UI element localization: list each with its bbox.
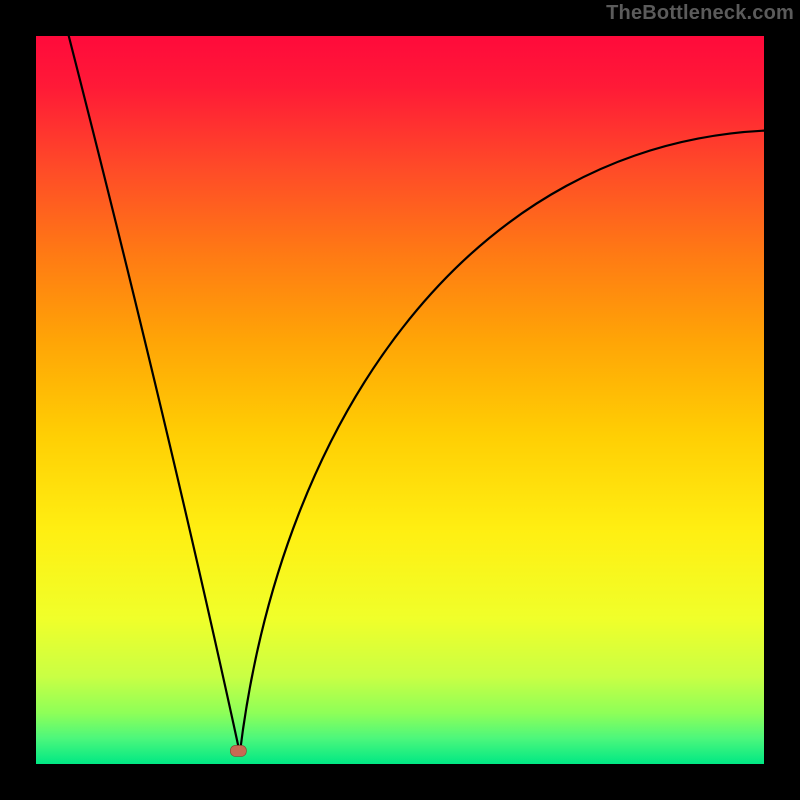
minimum-marker [230,745,246,756]
chart-canvas: TheBottleneck.com [0,0,800,800]
chart-svg [0,0,800,800]
plot-background [36,36,764,764]
watermark-text: TheBottleneck.com [606,2,794,25]
